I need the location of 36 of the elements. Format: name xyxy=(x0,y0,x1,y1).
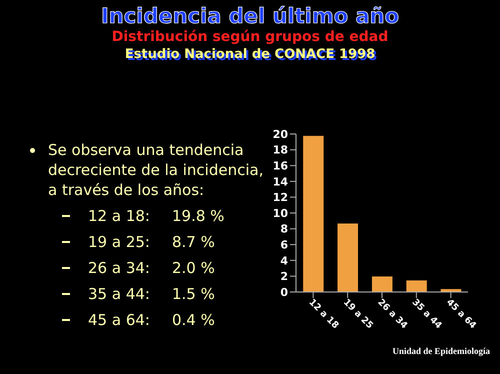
y-tick-label: 6 xyxy=(280,238,288,252)
text: 12 a 18: xyxy=(88,206,151,226)
text: Estudio Nacional de CONACE 1998 xyxy=(124,46,376,64)
text: 35 a 44: xyxy=(88,284,151,304)
text: 2.0 % xyxy=(172,258,215,278)
y-tick-label: 20 xyxy=(272,128,288,141)
y-tick-label: 0 xyxy=(280,286,288,299)
bar xyxy=(440,288,462,292)
bar xyxy=(337,223,359,292)
x-tick-label: 35 a 44 xyxy=(410,298,444,332)
text: Se observa una tendencia decreciente de la incidencia, a través de los años: xyxy=(48,140,264,200)
x-tick-label: 19 a 25 xyxy=(340,298,374,332)
x-tick-label: 12 a 18 xyxy=(306,298,340,332)
text: 45 a 64: xyxy=(88,310,151,330)
bar xyxy=(302,135,324,292)
y-tick-label: 4 xyxy=(280,254,288,268)
y-tick-label: 18 xyxy=(272,144,288,157)
text: 26 a 34: xyxy=(88,258,151,278)
bar xyxy=(406,280,428,292)
text: 19 a 25: xyxy=(88,232,151,252)
y-tick-label: 14 xyxy=(272,175,288,188)
text: Unidad de Epidemiología xyxy=(392,346,490,356)
y-tick-label: 2 xyxy=(280,270,288,284)
y-tick-label: 10 xyxy=(272,206,288,220)
chart-title: Incidencia del último año xyxy=(100,4,400,28)
x-tick-label: 26 a 34 xyxy=(375,298,409,332)
y-tick-label: 8 xyxy=(280,222,288,236)
text: 1.5 % xyxy=(172,284,215,304)
text: 0.4 % xyxy=(172,310,215,330)
y-tick-label: 16 xyxy=(272,160,288,173)
y-tick-label: 12 xyxy=(272,191,288,204)
x-tick-label: 45 a 64 xyxy=(444,298,478,332)
chart-subtitle: Distribución según grupos de edad xyxy=(110,28,390,46)
text: 19.8 % xyxy=(172,206,224,226)
bar xyxy=(371,276,393,292)
text: 8.7 % xyxy=(172,232,215,252)
